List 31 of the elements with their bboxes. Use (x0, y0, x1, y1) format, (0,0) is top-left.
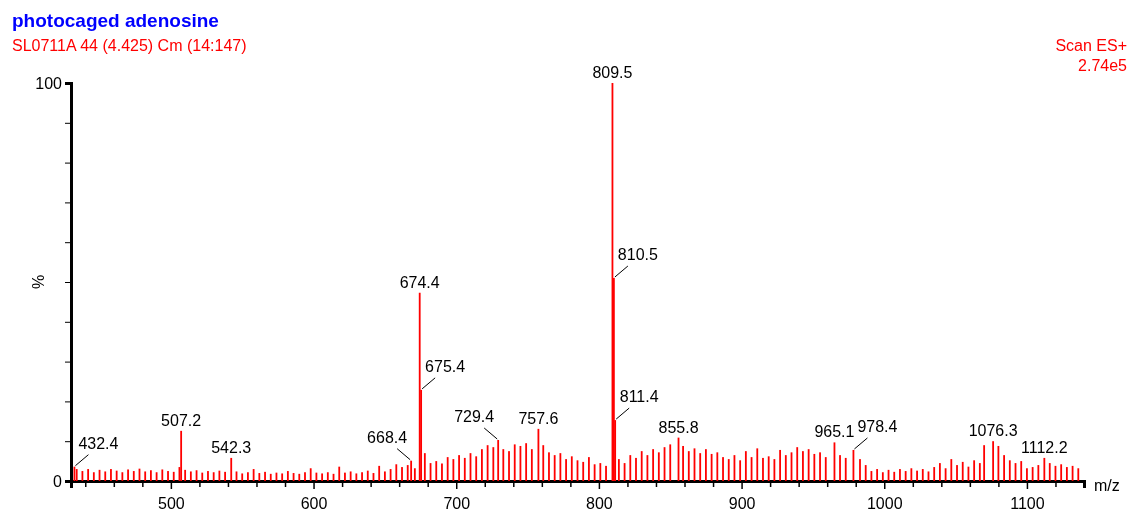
text: 2.74e5 (1078, 57, 1128, 74)
y-tick-label: 100 (35, 74, 63, 92)
annotation: 965.1 (814, 423, 855, 441)
x-tick-label: 1100 (1010, 494, 1045, 512)
x-tick-label: 900 (728, 494, 756, 512)
text: Scan ES+ (1055, 37, 1127, 54)
annotation: 810.5 (617, 246, 658, 264)
annotation: 675.4 (425, 357, 466, 375)
y-axis-title: % (30, 274, 47, 290)
x-axis-title: m/z (1094, 477, 1120, 494)
annotation: 855.8 (658, 418, 699, 436)
annotation: 809.5 (592, 64, 633, 81)
annotation: 811.4 (619, 388, 659, 406)
annotation: 729.4 (454, 408, 495, 426)
x-tick-label: 500 (158, 494, 185, 512)
x-tick-label: 1000 (866, 494, 903, 512)
annotation: 674.4 (399, 273, 440, 291)
x-tick-label: 800 (586, 494, 613, 512)
x-tick-label: 700 (443, 494, 471, 512)
annotation: 507.2 (161, 411, 202, 429)
annotation: 432.4 (78, 434, 119, 452)
x-tick-label: 600 (300, 494, 328, 512)
annotation: 757.6 (518, 409, 559, 427)
annotation: 542.3 (211, 438, 252, 456)
annotation: 1076.3 (968, 422, 1018, 440)
annotation: 978.4 (857, 417, 898, 435)
y-tick-label: 0 (53, 472, 63, 490)
annotation: 668.4 (367, 428, 408, 446)
chart-subtitle: SL0711A 44 (4.425) Cm (14:147) (12, 37, 247, 54)
chart-title: photocaged adenosine (12, 10, 219, 31)
annotation: 1112.2 (1021, 438, 1068, 456)
